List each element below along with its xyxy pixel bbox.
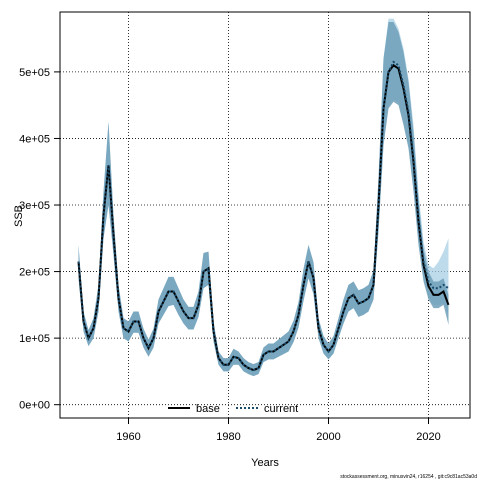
plot-frame	[59, 11, 471, 419]
y-tick-label-5: 5e+05	[19, 67, 50, 79]
y-axis: 0e+00 1e+05 2e+05 3e+05 4e+05 5e+05	[19, 67, 60, 412]
x-tick-label-2020: 2020	[416, 431, 440, 443]
footer-credit: stockassessment.org, minusvin24, r16254 …	[340, 474, 477, 480]
x-tick-label-2000: 2000	[316, 431, 340, 443]
legend-base-label: base	[196, 403, 220, 415]
base-confidence-band	[78, 21, 449, 377]
y-tick-label-4: 4e+05	[19, 133, 50, 145]
series-lines	[77, 60, 450, 372]
confidence-bands	[78, 18, 449, 377]
x-tick-label-1980: 1980	[216, 431, 240, 443]
grid-layer	[60, 12, 470, 418]
y-axis-title: SSB	[13, 205, 25, 227]
x-axis-title: Years	[251, 457, 279, 469]
legend: base current	[168, 403, 298, 415]
y-tick-label-3: 3e+05	[19, 200, 50, 212]
x-tick-label-1960: 1960	[116, 431, 140, 443]
y-tick-label-2: 2e+05	[19, 267, 50, 279]
series-line-current	[77, 60, 450, 372]
x-axis: 1960 1980 2000 2020	[116, 418, 441, 443]
legend-current-label: current	[264, 403, 298, 415]
y-tick-label-1: 1e+05	[19, 333, 50, 345]
y-tick-label-0: 0e+00	[19, 400, 50, 412]
